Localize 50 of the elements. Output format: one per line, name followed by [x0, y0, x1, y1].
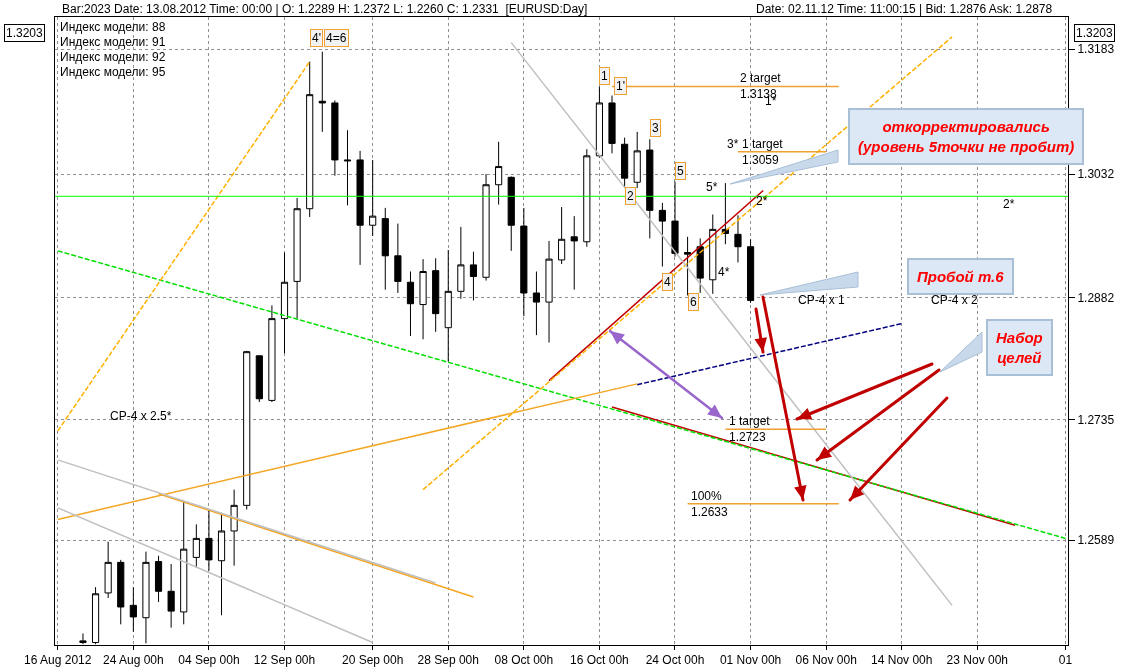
annotation: 100% 1.2633 [691, 489, 729, 519]
y-tick-label: 1.2882 [1077, 291, 1115, 306]
annotation: Пробой т.6 [917, 268, 1005, 285]
annotation: 1 target 1.2723 [729, 414, 771, 444]
text: 1.3203 [1076, 26, 1114, 40]
x-tick-label: 14 Nov 00h [871, 653, 933, 668]
annotation: 6 [690, 295, 697, 309]
annotation: 2* [756, 194, 768, 208]
annotation: 2* [1003, 197, 1015, 211]
annotation: CP-4 x 1 [798, 293, 846, 307]
annotation: 4* [718, 265, 730, 279]
x-tick-label: 16 Oct 00h [570, 653, 629, 668]
chart-title: Bar:2023 Date: 13.08.2012 Time: 00:00 | O: 1.2289 H: 1.2372 L: 1.2260 C: 1.2331 [EURUSD:Day] [62, 2, 588, 17]
x-tick-label: 23 Nov 00h [946, 653, 1009, 668]
x-tick-label: 20 Sep 00h [341, 653, 404, 668]
x-tick-label: 08 Oct 00h [494, 653, 554, 668]
annotation: 4=6 [326, 31, 347, 45]
annotation: 3* [727, 137, 739, 151]
x-tick-label: 12 Sep 00h [253, 653, 316, 668]
annotation: Индекс модели: 91 [60, 35, 166, 49]
x-tick-label: 28 Sep 00h [417, 653, 479, 668]
annotation: 5 [677, 164, 684, 178]
chart-subtitle: Date: 02.11.12 Time: 11:00:15 | Bid: 1.2876 Ask: 1.2878 [756, 2, 1053, 16]
annotation: 1 [601, 69, 608, 83]
annotation: 4 [664, 275, 671, 289]
x-tick-label: 06 Nov 00h [795, 653, 857, 668]
annotation: CP-4 x 2 [931, 293, 979, 307]
annotation: Набор целей [996, 329, 1043, 366]
x-tick-label: 04 Sep 00h [178, 653, 240, 668]
y-tick-label: 1.3183 [1077, 42, 1115, 57]
annotation: Индекс модели: 95 [60, 65, 166, 79]
y-tick-label: 1.2589 [1077, 533, 1115, 548]
y-tick-label: 1.3032 [1077, 167, 1115, 182]
annotation: CP-4 x 2.5* [110, 409, 172, 423]
annotation: откорректировались (уровень 5точки не пробит) [858, 118, 1075, 155]
annotation: 3 [652, 121, 659, 135]
x-tick-label: 24 Aug 00h [102, 653, 164, 668]
annotation: Индекс модели: 88 [60, 20, 166, 34]
x-tick-label: 24 Oct 00h [645, 653, 705, 668]
x-tick-label: 01 [1058, 653, 1073, 668]
annotation: 4' [312, 31, 321, 45]
x-tick-label: 01 Nov 00h [719, 653, 782, 668]
annotation: 2 [627, 189, 634, 203]
annotation: 1' [616, 79, 625, 93]
annotation: 1 target 1.3059 [742, 137, 784, 167]
text: 1.3203 [6, 26, 44, 40]
x-tick-label: 16 Aug 2012 [24, 653, 92, 668]
y-tick-label: 1.2735 [1077, 412, 1115, 427]
annotation: 5* [706, 180, 718, 194]
annotation: Индекс модели: 92 [60, 50, 166, 64]
